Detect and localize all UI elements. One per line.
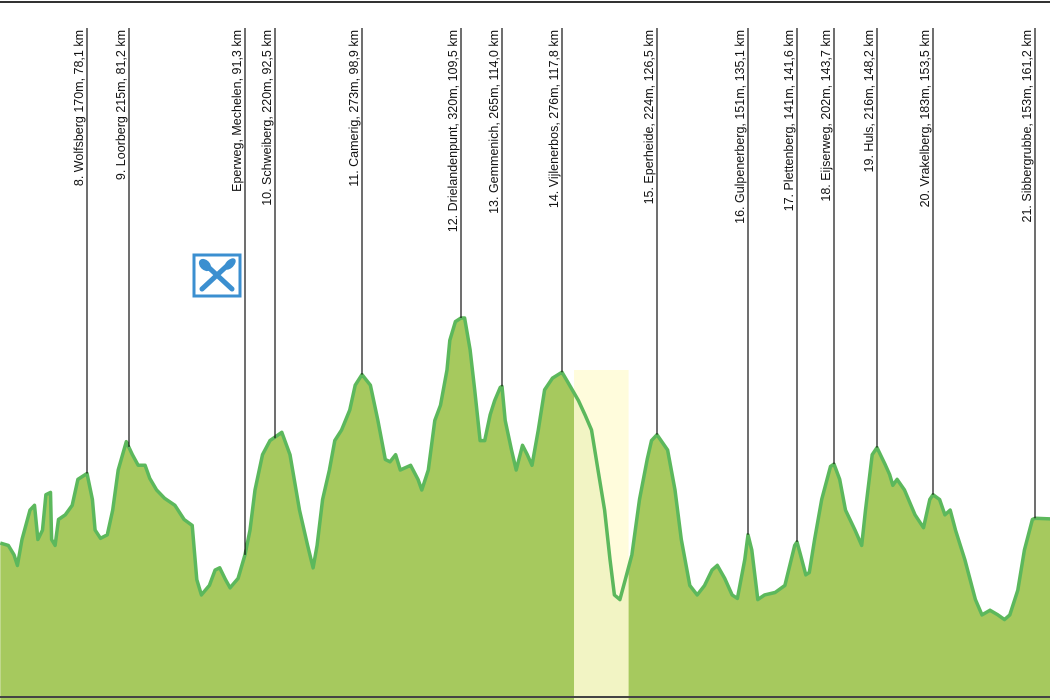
climb-marker: Eperweg, Mechelen, 91,3 km (192, 28, 246, 555)
climb-marker: 17. Plettenberg, 141m, 141,6 km (782, 28, 798, 542)
climb-marker: 15. Eperheide, 224m, 126,5 km (642, 28, 658, 435)
climb-label: 17. Plettenberg, 141m, 141,6 km (782, 30, 796, 211)
highlight-zone (574, 370, 629, 700)
climb-marker: 13. Gemmenich, 265m, 114,0 km (487, 28, 503, 387)
climb-label: 16. Gulpenerberg, 151m, 135,1 km (733, 30, 747, 224)
climb-label: 15. Eperheide, 224m, 126,5 km (642, 30, 656, 204)
climb-marker: 12. Drielandenpunt, 320m, 109,5 km (446, 28, 462, 319)
climb-marker: 11. Camerig, 273m, 98,9 km (347, 28, 363, 375)
elevation-line (0, 316, 1050, 622)
climb-label: 8. Wolfsberg 170m, 78,1 km (72, 30, 86, 186)
climb-label: 13. Gemmenich, 265m, 114,0 km (487, 30, 501, 214)
climb-marker: 14. Vijlenerbos, 276m, 117,8 km (547, 28, 563, 373)
climb-marker: 8. Wolfsberg 170m, 78,1 km (72, 28, 88, 474)
climb-marker: 19. Huls, 216m, 148,2 km (862, 28, 878, 448)
climb-label: 12. Drielandenpunt, 320m, 109,5 km (446, 30, 460, 232)
climb-label: 9. Loorberg 215m, 81,2 km (114, 30, 128, 180)
climb-label: 11. Camerig, 273m, 98,9 km (347, 30, 361, 187)
climb-label: 10. Schweiberg, 220m, 92,5 km (260, 30, 274, 206)
climb-marker: 9. Loorberg 215m, 81,2 km (114, 28, 130, 447)
climb-marker: 18. Eijserweg, 202m, 143,7 km (819, 28, 835, 465)
climb-label: 18. Eijserweg, 202m, 143,7 km (819, 30, 833, 202)
climb-marker: 21. Sibbergrubbe, 153m, 161,2 km (1020, 28, 1036, 519)
climb-marker: 20. Vrakelberg, 183m, 153,5 km (918, 28, 934, 495)
elevation-area (0, 318, 1050, 700)
climb-label: Eperweg, Mechelen, 91,3 km (230, 30, 244, 192)
climb-label: 14. Vijlenerbos, 276m, 117,8 km (547, 30, 561, 208)
climb-label: 20. Vrakelberg, 183m, 153,5 km (918, 30, 932, 207)
fork-knife-icon (192, 253, 242, 298)
climb-label: 19. Huls, 216m, 148,2 km (862, 30, 876, 172)
climb-marker: 16. Gulpenerberg, 151m, 135,1 km (733, 28, 749, 535)
climb-label: 21. Sibbergrubbe, 153m, 161,2 km (1020, 30, 1034, 222)
climb-marker: 10. Schweiberg, 220m, 92,5 km (260, 28, 276, 439)
